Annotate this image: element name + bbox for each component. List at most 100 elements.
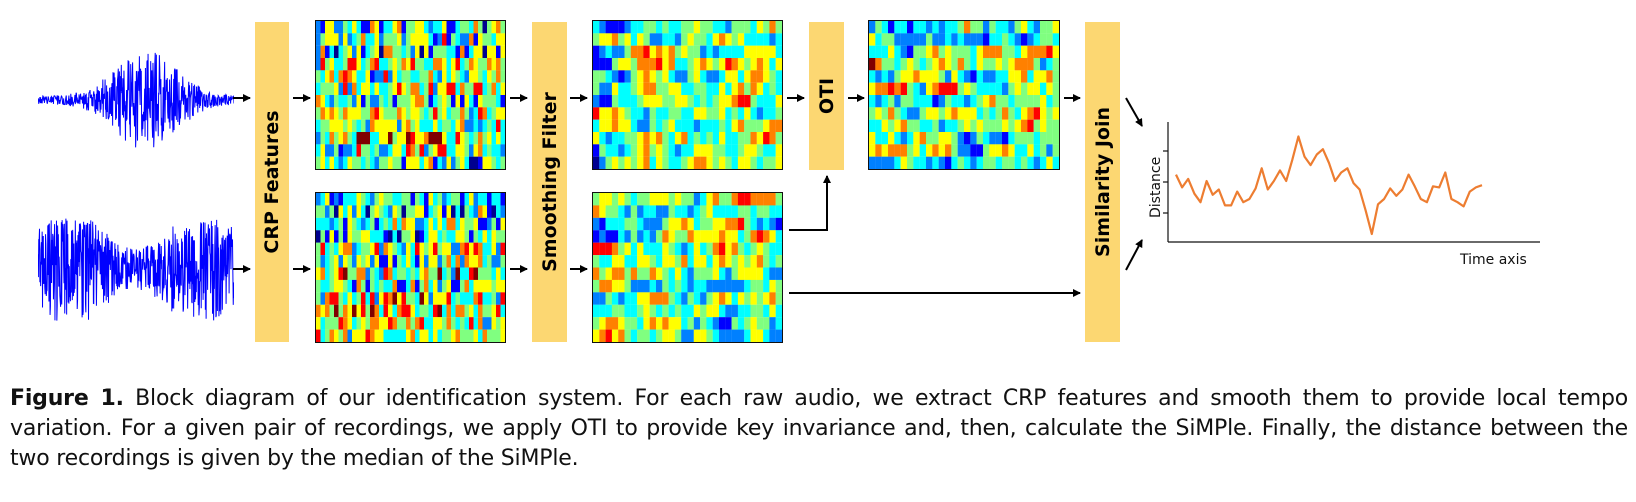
heatmap-cell xyxy=(719,144,726,157)
heatmap-cell xyxy=(649,292,657,305)
heatmap-cell xyxy=(352,317,357,330)
heatmap-cell xyxy=(668,95,675,108)
heatmap-cell xyxy=(611,70,619,83)
heatmap-cell xyxy=(662,119,669,133)
heatmap-cell xyxy=(473,255,479,268)
heatmap-cell xyxy=(378,107,384,120)
heatmap-cell xyxy=(995,70,1003,83)
heatmap-cell xyxy=(769,255,776,268)
heatmap-cell xyxy=(775,82,782,96)
heatmap-cell xyxy=(662,304,669,318)
heatmap-cell xyxy=(725,70,732,83)
heatmap-cell xyxy=(919,144,927,157)
heatmap-cell xyxy=(329,329,335,342)
heatmap-cell xyxy=(419,82,425,96)
heatmap-cell xyxy=(401,58,407,71)
heatmap-cell xyxy=(477,95,483,108)
heatmap-cell xyxy=(756,230,764,243)
heatmap-cell xyxy=(347,317,353,330)
heatmap-cell xyxy=(989,119,996,133)
heatmap-cell xyxy=(700,304,707,318)
heatmap-cell xyxy=(334,45,339,59)
heatmap-cell xyxy=(486,267,492,280)
heatmap-cell xyxy=(769,45,776,59)
heatmap-cell xyxy=(1021,107,1028,120)
heatmap-cell xyxy=(329,292,335,305)
heatmap-cell xyxy=(731,119,738,133)
heatmap-cell xyxy=(976,132,984,145)
heatmap-cell xyxy=(464,304,470,318)
heatmap-cell xyxy=(500,132,505,145)
heatmap-cell xyxy=(325,205,330,218)
heatmap-cell xyxy=(464,329,470,342)
heatmap-cell xyxy=(907,95,914,108)
heatmap-cell xyxy=(706,144,713,157)
heatmap-cell xyxy=(352,242,357,256)
heatmap-cell xyxy=(500,82,505,96)
heatmap-cell xyxy=(374,33,380,46)
heatmap-cell xyxy=(712,58,720,71)
heatmap-cell xyxy=(674,242,682,256)
heatmap-cell xyxy=(401,217,407,231)
heatmap-cell xyxy=(687,230,694,243)
heatmap-cell xyxy=(392,95,398,108)
heatmap-cell xyxy=(1021,58,1028,71)
heatmap-cell xyxy=(491,329,497,342)
heatmap-cell xyxy=(347,144,353,157)
heatmap-cell xyxy=(938,33,946,46)
heatmap-cell xyxy=(630,304,638,318)
heatmap-cell xyxy=(964,70,971,83)
heatmap-cell xyxy=(320,144,326,157)
heatmap-cell xyxy=(643,304,650,318)
heatmap-cell xyxy=(437,230,443,243)
heatmap-cell xyxy=(775,107,782,120)
heatmap-cell xyxy=(352,230,357,243)
heatmap-cell xyxy=(320,132,326,145)
heatmap-cell xyxy=(419,329,425,342)
heatmap-cell xyxy=(325,132,330,145)
heatmap-cell xyxy=(750,21,757,34)
heatmap-cell xyxy=(1027,119,1034,133)
heatmap-cell xyxy=(763,58,770,71)
heatmap-cell xyxy=(1021,156,1028,169)
heatmap-cell xyxy=(662,267,669,280)
heatmap-cell xyxy=(424,156,429,169)
heatmap-cell xyxy=(477,267,483,280)
heatmap-cell xyxy=(655,119,663,133)
heatmap-cell xyxy=(624,255,631,268)
heatmap-cell xyxy=(989,70,996,83)
heatmap-cell xyxy=(495,205,501,218)
heatmap-cell xyxy=(410,70,416,83)
heatmap-cell xyxy=(374,317,380,330)
heatmap-cell xyxy=(361,144,366,157)
heatmap-cell xyxy=(442,82,447,96)
heatmap-cell xyxy=(1046,82,1053,96)
heatmap-cell xyxy=(482,292,488,305)
heatmap-cell xyxy=(325,58,330,71)
heatmap-cell xyxy=(945,132,952,145)
heatmap-cell xyxy=(451,144,456,157)
heatmap-cell xyxy=(1033,95,1041,108)
heatmap-cell xyxy=(1002,132,1009,145)
heatmap-cell xyxy=(888,119,895,133)
heatmap-cell xyxy=(750,329,757,342)
heatmap-cell xyxy=(338,70,344,83)
heatmap-cell xyxy=(737,205,745,218)
heatmap-cell xyxy=(700,205,707,218)
heatmap-cell xyxy=(719,107,726,120)
heatmap-cell xyxy=(369,279,375,293)
heatmap-cell xyxy=(1027,132,1034,145)
heatmap-cell xyxy=(316,329,321,342)
heatmap-cell xyxy=(907,70,914,83)
heatmap-cell xyxy=(1040,82,1047,96)
heatmap-cell xyxy=(468,33,474,46)
heatmap-cell xyxy=(455,144,461,157)
heatmap-cell xyxy=(392,317,398,330)
heatmap-cell xyxy=(719,95,726,108)
heatmap-cell xyxy=(405,82,411,96)
distance-plot: Distance Time axis xyxy=(1148,122,1540,268)
heatmap-cell xyxy=(693,242,701,256)
heatmap-cell xyxy=(464,317,470,330)
heatmap-cell xyxy=(392,144,398,157)
heatmap-cell xyxy=(383,193,389,206)
